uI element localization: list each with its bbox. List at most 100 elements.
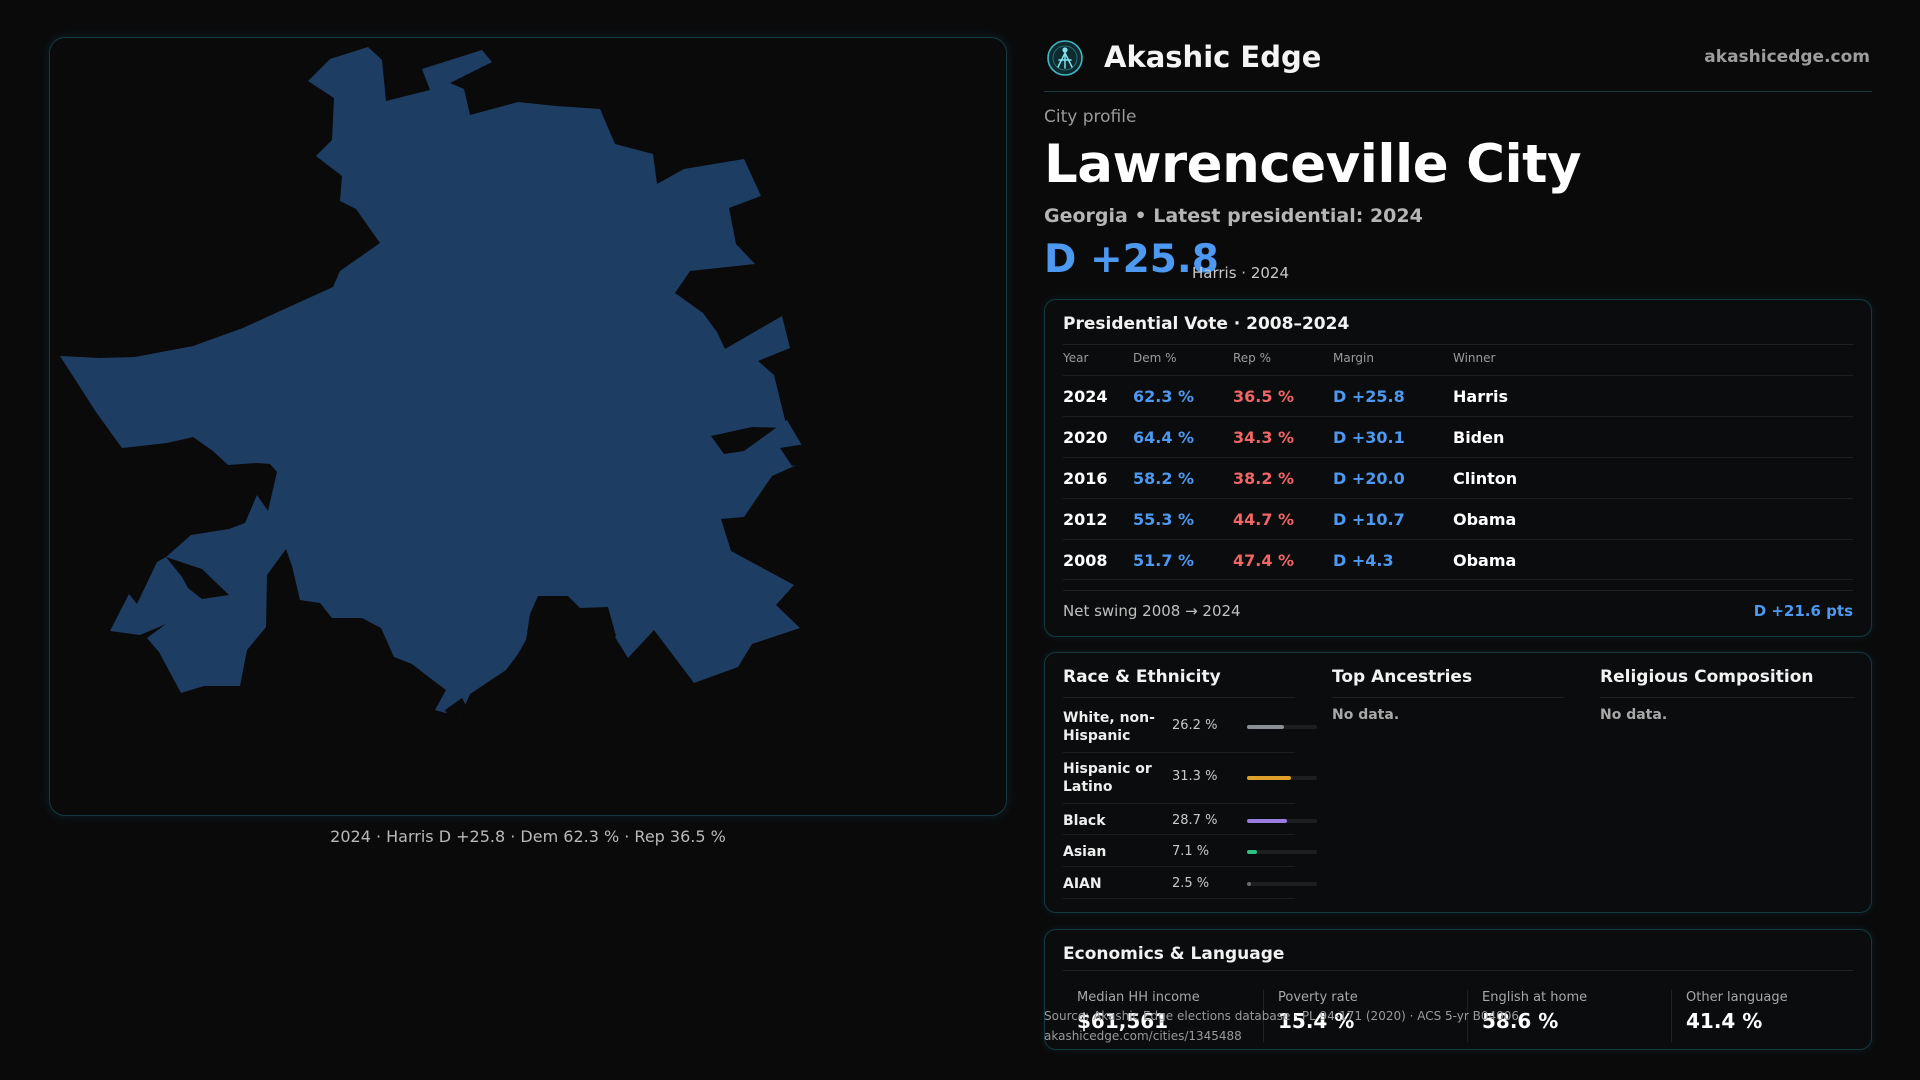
race-label: Asian (1063, 844, 1107, 860)
race-share-fill (1247, 819, 1287, 823)
race-row[interactable]: Asian 7.1 % (1063, 835, 1317, 867)
column-header-rep: Rep % (1233, 351, 1272, 365)
year-cell: 2016 (1063, 469, 1108, 488)
race-share-bar (1247, 819, 1317, 823)
race-label: Hispanic or Latino (1063, 761, 1152, 795)
race-label: Black (1063, 813, 1106, 829)
race-label: White, non- Hispanic (1063, 710, 1155, 744)
race-share-fill (1247, 776, 1291, 780)
page-title: Lawrenceville City (1044, 134, 1582, 195)
median-income-stat: Median HH income $61,561 (1045, 990, 1200, 1042)
race-share-bar (1247, 776, 1317, 780)
stat-label: Other language (1686, 990, 1788, 1005)
year-cell: 2008 (1063, 551, 1108, 570)
race-share-fill (1247, 850, 1257, 854)
site-link[interactable]: akashicedge.com (1704, 47, 1870, 67)
rep-cell: 47.4 % (1233, 551, 1295, 570)
source-url[interactable]: akashicedge.com/cities/1345488 (1044, 1029, 1242, 1043)
dem-cell: 62.3 % (1133, 387, 1195, 406)
poverty-rate-stat: Poverty rate 15.4 % (1263, 990, 1358, 1042)
presidential-vote-title: Presidential Vote · 2008–2024 (1063, 314, 1350, 334)
race-share-fill (1247, 725, 1284, 729)
rep-cell: 36.5 % (1233, 387, 1295, 406)
race-ethnicity-list: White, non- Hispanic 26.2 % Hispanic or La… (1063, 702, 1317, 899)
stat-value: 58.6 % (1482, 1009, 1559, 1033)
city-boundary-shape (60, 47, 895, 720)
net-swing-label: Net swing 2008 → 2024 (1063, 602, 1241, 620)
source-footnote: Source: Akashic Edge elections database … (1044, 1006, 1519, 1046)
race-percent: 2.5 % (1172, 876, 1210, 891)
table-row[interactable]: 2016 58.2 % 38.2 % D +20.0 Clinton (1063, 457, 1853, 498)
economics-title: Economics & Language (1063, 944, 1285, 964)
race-share-bar (1247, 850, 1317, 854)
religion-title: Religious Composition (1600, 667, 1855, 698)
table-row[interactable]: 2012 55.3 % 44.7 % D +10.7 Obama (1063, 498, 1853, 539)
winner-cell: Clinton (1453, 469, 1518, 488)
rep-cell: 44.7 % (1233, 510, 1295, 529)
margin-cell: D +4.3 (1333, 551, 1394, 570)
year-cell: 2020 (1063, 428, 1108, 447)
race-ethnicity-title: Race & Ethnicity (1063, 667, 1295, 698)
economics-card: Economics & Language Median HH income $6… (1044, 929, 1872, 1050)
column-header-dem: Dem % (1133, 351, 1177, 365)
race-percent: 26.2 % (1172, 718, 1218, 733)
divider (1063, 344, 1853, 345)
margin-cell: D +30.1 (1333, 428, 1405, 447)
stat-value: 15.4 % (1278, 1009, 1355, 1033)
dem-cell: 51.7 % (1133, 551, 1195, 570)
brand-name: Akashic Edge (1104, 40, 1322, 74)
other-language-stat: Other language 41.4 % (1671, 990, 1788, 1042)
demographics-card: Race & Ethnicity White, non- Hispanic 26.… (1044, 652, 1872, 913)
race-percent: 31.3 % (1172, 769, 1218, 784)
presidential-vote-card: Presidential Vote · 2008–2024 Year Dem %… (1044, 299, 1872, 637)
margin-cell: D +10.7 (1333, 510, 1405, 529)
column-header-year: Year (1063, 351, 1089, 365)
year-cell: 2024 (1063, 387, 1108, 406)
race-row[interactable]: Black 28.7 % (1063, 804, 1317, 835)
divider (1063, 970, 1853, 971)
religion-section: Religious Composition No data. (1600, 667, 1855, 723)
race-share-bar (1247, 725, 1317, 729)
headline-margin: D +25.8 (1044, 237, 1219, 282)
english-at-home-stat: English at home 58.6 % (1467, 990, 1587, 1042)
table-row[interactable]: 2008 51.7 % 47.4 % D +4.3 Obama (1063, 539, 1853, 580)
dem-cell: 55.3 % (1133, 510, 1195, 529)
stat-value: $61,561 (1077, 1009, 1169, 1033)
city-boundary-map[interactable] (49, 37, 1007, 816)
map-caption: 2024 · Harris D +25.8 · Dem 62.3 % · Rep… (330, 827, 726, 846)
table-row[interactable]: 2020 64.4 % 34.3 % D +30.1 Biden (1063, 416, 1853, 457)
table-row[interactable]: 2024 62.3 % 36.5 % D +25.8 Harris (1063, 375, 1853, 416)
dem-cell: 64.4 % (1133, 428, 1195, 447)
divider (1063, 590, 1853, 591)
headline-margin-note: Harris · 2024 (1192, 264, 1290, 282)
winner-cell: Obama (1453, 551, 1517, 570)
dem-cell: 58.2 % (1133, 469, 1195, 488)
race-percent: 28.7 % (1172, 813, 1218, 828)
state-subline: Georgia • Latest presidential: 2024 (1044, 205, 1423, 227)
ancestries-title: Top Ancestries (1332, 667, 1564, 698)
column-header-margin: Margin (1333, 351, 1374, 365)
year-cell: 2012 (1063, 510, 1108, 529)
race-row[interactable]: AIAN 2.5 % (1063, 867, 1317, 899)
winner-cell: Harris (1453, 387, 1508, 406)
stat-value: 41.4 % (1686, 1009, 1763, 1033)
rep-cell: 34.3 % (1233, 428, 1295, 447)
race-share-bar (1247, 882, 1317, 886)
margin-cell: D +25.8 (1333, 387, 1405, 406)
stat-label: Poverty rate (1278, 990, 1358, 1005)
page-eyebrow: City profile (1044, 107, 1137, 127)
ancestries-empty: No data. (1332, 707, 1400, 723)
ancestries-section: Top Ancestries No data. (1332, 667, 1564, 723)
religion-empty: No data. (1600, 707, 1668, 723)
source-citation: Source: Akashic Edge elections database … (1044, 1009, 1520, 1023)
race-row[interactable]: Hispanic or Latino 31.3 % (1063, 753, 1317, 804)
race-row[interactable]: White, non- Hispanic 26.2 % (1063, 702, 1317, 753)
winner-cell: Obama (1453, 510, 1517, 529)
net-swing-value: D +21.6 pts (1753, 602, 1853, 620)
stat-label: English at home (1482, 990, 1588, 1005)
margin-cell: D +20.0 (1333, 469, 1405, 488)
site-header: Akashic Edge akashicedge.com (1044, 36, 1872, 92)
race-percent: 7.1 % (1172, 844, 1210, 859)
race-share-fill (1247, 882, 1251, 886)
akashic-edge-logo-icon[interactable] (1046, 39, 1084, 77)
